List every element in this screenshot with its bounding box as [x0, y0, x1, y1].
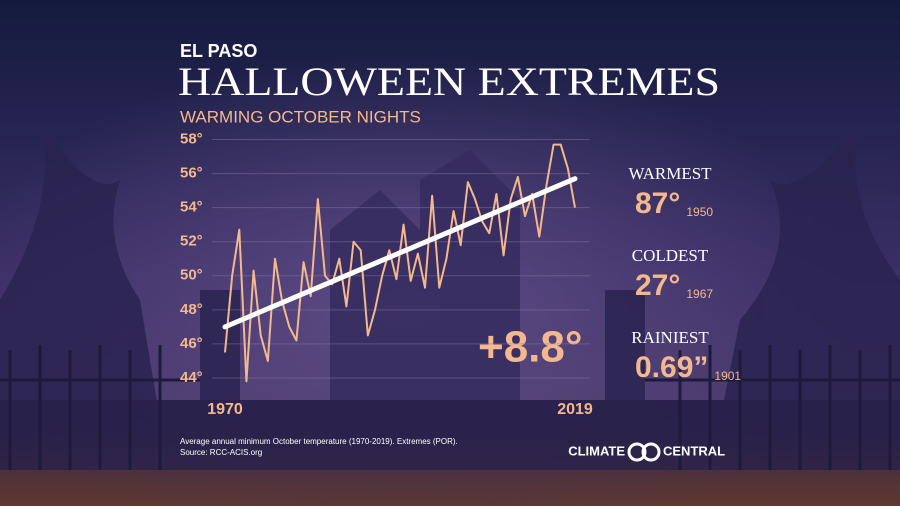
record-label: WARMEST	[628, 164, 712, 183]
annotation: +8.8°	[478, 323, 582, 372]
trend-line	[222, 176, 578, 330]
y-tick-label: 46°	[180, 335, 203, 352]
chart-title: HALLOWEEN EXTREMES	[178, 59, 720, 104]
y-tick-label: 48°	[180, 301, 203, 318]
record-label: COLDEST	[632, 246, 709, 265]
fence	[0, 345, 900, 470]
record-year: 1950	[686, 205, 713, 219]
y-tick-label: 52°	[180, 233, 203, 250]
record-year: 1967	[686, 287, 713, 301]
y-tick-label: 58°	[180, 130, 203, 147]
x-tick-label: 2019	[557, 401, 593, 418]
logo-mark	[627, 442, 661, 462]
y-tick-label: 56°	[180, 165, 203, 182]
y-tick-label: 44°	[180, 369, 203, 386]
source: Source: RCC-ACIS.org	[180, 448, 262, 457]
record-label: RAINIEST	[631, 328, 709, 347]
location: EL PASO	[180, 41, 257, 61]
logo-left: CLIMATE	[568, 443, 625, 458]
record-value: 0.69”	[635, 351, 708, 384]
footnote: Average annual minimum October temperatu…	[180, 437, 458, 446]
record-value: 87°	[635, 187, 680, 220]
logo-right: CENTRAL	[663, 443, 725, 458]
ground	[0, 470, 900, 506]
record-year: 1901	[714, 369, 741, 383]
subtitle: WARMING OCTOBER NIGHTS	[180, 107, 421, 126]
y-tick-label: 50°	[180, 267, 203, 284]
y-tick-label: 54°	[180, 199, 203, 216]
record-value: 27°	[635, 269, 680, 302]
x-tick-label: 1970	[207, 401, 243, 418]
